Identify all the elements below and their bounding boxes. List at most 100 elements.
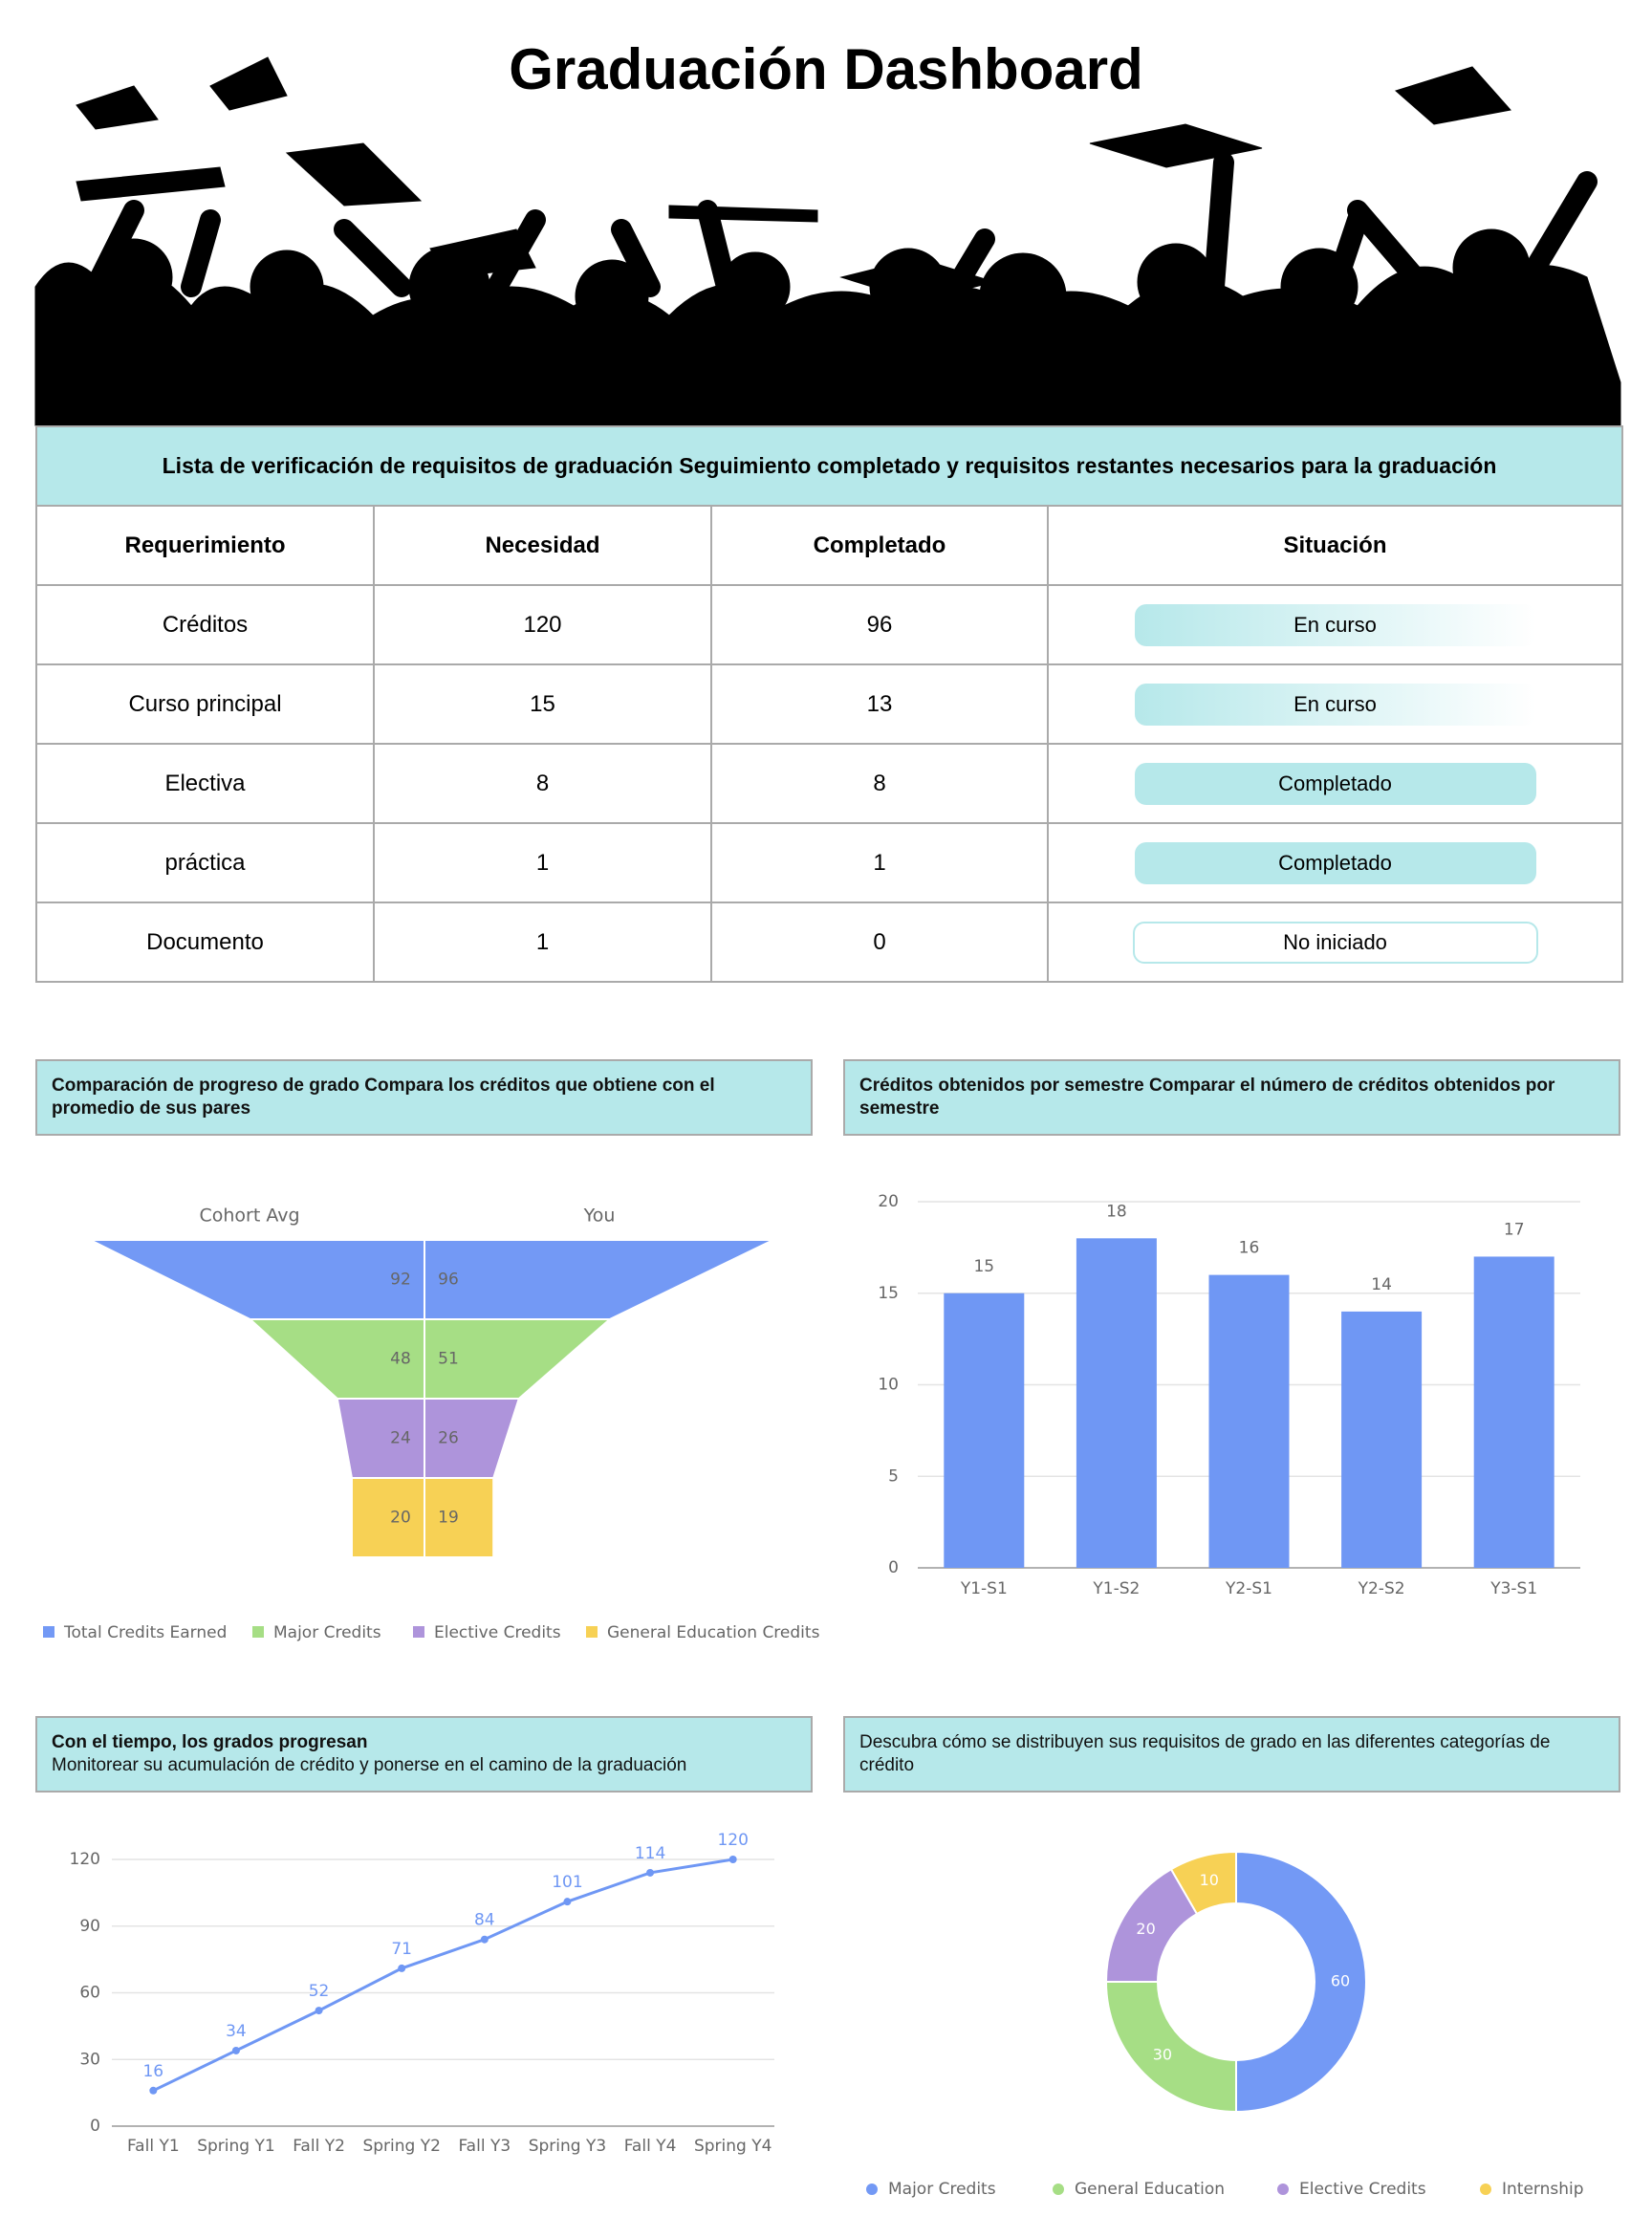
table-cell: 1 bbox=[710, 822, 1049, 903]
column-header: Completado bbox=[710, 505, 1049, 586]
data-label: 14 bbox=[1371, 1275, 1392, 1294]
series-label: Cohort Avg bbox=[199, 1206, 299, 1227]
x-tick-label: Y2-S1 bbox=[1225, 1579, 1272, 1598]
y-tick-label: 15 bbox=[878, 1284, 899, 1303]
legend-swatch bbox=[1053, 2184, 1064, 2195]
line-point bbox=[315, 2007, 323, 2015]
y-tick-label: 10 bbox=[878, 1376, 899, 1395]
table-caption: Lista de verificación de requisitos de g… bbox=[35, 425, 1623, 507]
legend-swatch bbox=[43, 1626, 54, 1638]
status-pill: Completado bbox=[1134, 841, 1536, 884]
y-tick-label: 30 bbox=[79, 2050, 100, 2069]
y-tick-label: 20 bbox=[878, 1192, 899, 1211]
data-label: 10 bbox=[1200, 1871, 1219, 1889]
y-tick-label: 120 bbox=[70, 1850, 100, 1869]
status-pill: En curso bbox=[1134, 603, 1536, 646]
pie-slice bbox=[1169, 1850, 1237, 1916]
column-header: Requerimiento bbox=[35, 505, 375, 586]
data-label: 71 bbox=[391, 1940, 412, 1959]
data-label: 17 bbox=[1504, 1220, 1525, 1239]
status-cell: Completado bbox=[1047, 822, 1623, 903]
legend-label: Major Credits bbox=[888, 2180, 996, 2199]
legend-label: General Education Credits bbox=[607, 1623, 820, 1642]
data-label: 114 bbox=[635, 1844, 665, 1863]
panel-header: Comparación de progreso de grado Compara… bbox=[35, 1059, 813, 1136]
legend-label: Internship bbox=[1502, 2180, 1584, 2199]
line-point bbox=[728, 1856, 737, 1863]
table-cell: 8 bbox=[373, 743, 712, 824]
data-label: 18 bbox=[1106, 1202, 1127, 1221]
data-label: 84 bbox=[474, 1911, 495, 1930]
data-label: 101 bbox=[552, 1873, 582, 1892]
data-label: 24 bbox=[390, 1429, 411, 1448]
legend-label: Major Credits bbox=[273, 1623, 381, 1642]
status-cell: En curso bbox=[1047, 663, 1623, 745]
x-tick-label: Spring Y3 bbox=[529, 2137, 606, 2156]
line-point bbox=[231, 2046, 240, 2054]
line-point bbox=[563, 1898, 572, 1906]
table-cell: 0 bbox=[710, 902, 1049, 983]
x-tick-label: Y3-S1 bbox=[1489, 1579, 1537, 1598]
bar bbox=[1341, 1311, 1423, 1568]
table-cell: 13 bbox=[710, 663, 1049, 745]
x-tick-label: Fall Y3 bbox=[458, 2137, 511, 2156]
status-cell: En curso bbox=[1047, 584, 1623, 665]
legend-swatch bbox=[1277, 2184, 1289, 2195]
data-label: 92 bbox=[390, 1271, 411, 1290]
data-label: 51 bbox=[438, 1350, 459, 1369]
x-tick-label: Y1-S2 bbox=[1092, 1579, 1140, 1598]
table-cell: 1 bbox=[373, 902, 712, 983]
table-cell: 120 bbox=[373, 584, 712, 665]
x-tick-label: Fall Y2 bbox=[293, 2137, 345, 2156]
legend-label: Elective Credits bbox=[434, 1623, 561, 1642]
data-label: 19 bbox=[438, 1509, 459, 1528]
x-tick-label: Fall Y1 bbox=[127, 2137, 180, 2156]
legend-label: Total Credits Earned bbox=[63, 1623, 227, 1642]
data-label: 52 bbox=[309, 1982, 330, 2001]
status-pill: En curso bbox=[1134, 683, 1536, 726]
bar bbox=[1473, 1256, 1554, 1568]
line-point bbox=[646, 1868, 655, 1877]
legend-swatch bbox=[586, 1626, 598, 1638]
y-tick-label: 0 bbox=[888, 1558, 899, 1577]
legend-swatch bbox=[252, 1626, 264, 1638]
line-point bbox=[480, 1935, 489, 1944]
funnel-segment bbox=[424, 1239, 774, 1320]
funnel-segment bbox=[424, 1477, 495, 1558]
legend-label: Elective Credits bbox=[1299, 2180, 1426, 2199]
table-cell: 96 bbox=[710, 584, 1049, 665]
table-row: Créditos 120 96 En curso bbox=[35, 584, 1623, 665]
line-point bbox=[149, 2086, 158, 2095]
table-cell: Electiva bbox=[35, 743, 375, 824]
funnel-segment bbox=[351, 1477, 425, 1558]
x-tick-label: Y2-S2 bbox=[1358, 1579, 1405, 1598]
table-row: Documento 1 0 No iniciado bbox=[35, 902, 1623, 983]
table-cell: 1 bbox=[373, 822, 712, 903]
data-label: 16 bbox=[142, 2062, 163, 2081]
panel-header: Descubra cómo se distribuyen sus requisi… bbox=[843, 1716, 1620, 1793]
table-row: Electiva 8 8 Completado bbox=[35, 743, 1623, 824]
data-label: 120 bbox=[717, 1831, 748, 1850]
table-cell: Curso principal bbox=[35, 663, 375, 745]
legend-label: General Education bbox=[1075, 2180, 1225, 2199]
data-label: 34 bbox=[226, 2022, 247, 2041]
legend-swatch bbox=[413, 1626, 424, 1638]
x-tick-label: Spring Y2 bbox=[362, 2137, 440, 2156]
y-tick-label: 0 bbox=[90, 2117, 100, 2136]
x-tick-label: Y1-S1 bbox=[960, 1579, 1008, 1598]
panel-subtitle: Monitorear su acumulación de crédito y p… bbox=[52, 1755, 687, 1775]
table-cell: 8 bbox=[710, 743, 1049, 824]
column-header: Situación bbox=[1047, 505, 1623, 586]
y-tick-label: 60 bbox=[79, 1984, 100, 2003]
data-label: 96 bbox=[438, 1271, 459, 1290]
x-tick-label: Fall Y4 bbox=[624, 2137, 677, 2156]
status-pill: No iniciado bbox=[1132, 921, 1538, 964]
bar bbox=[1208, 1274, 1290, 1568]
column-header: Necesidad bbox=[373, 505, 712, 586]
panel-header: Con el tiempo, los grados progresan Monit… bbox=[35, 1716, 813, 1793]
table-cell: Créditos bbox=[35, 584, 375, 665]
table-row: práctica 1 1 Completado bbox=[35, 822, 1623, 903]
legend-swatch bbox=[866, 2184, 878, 2195]
